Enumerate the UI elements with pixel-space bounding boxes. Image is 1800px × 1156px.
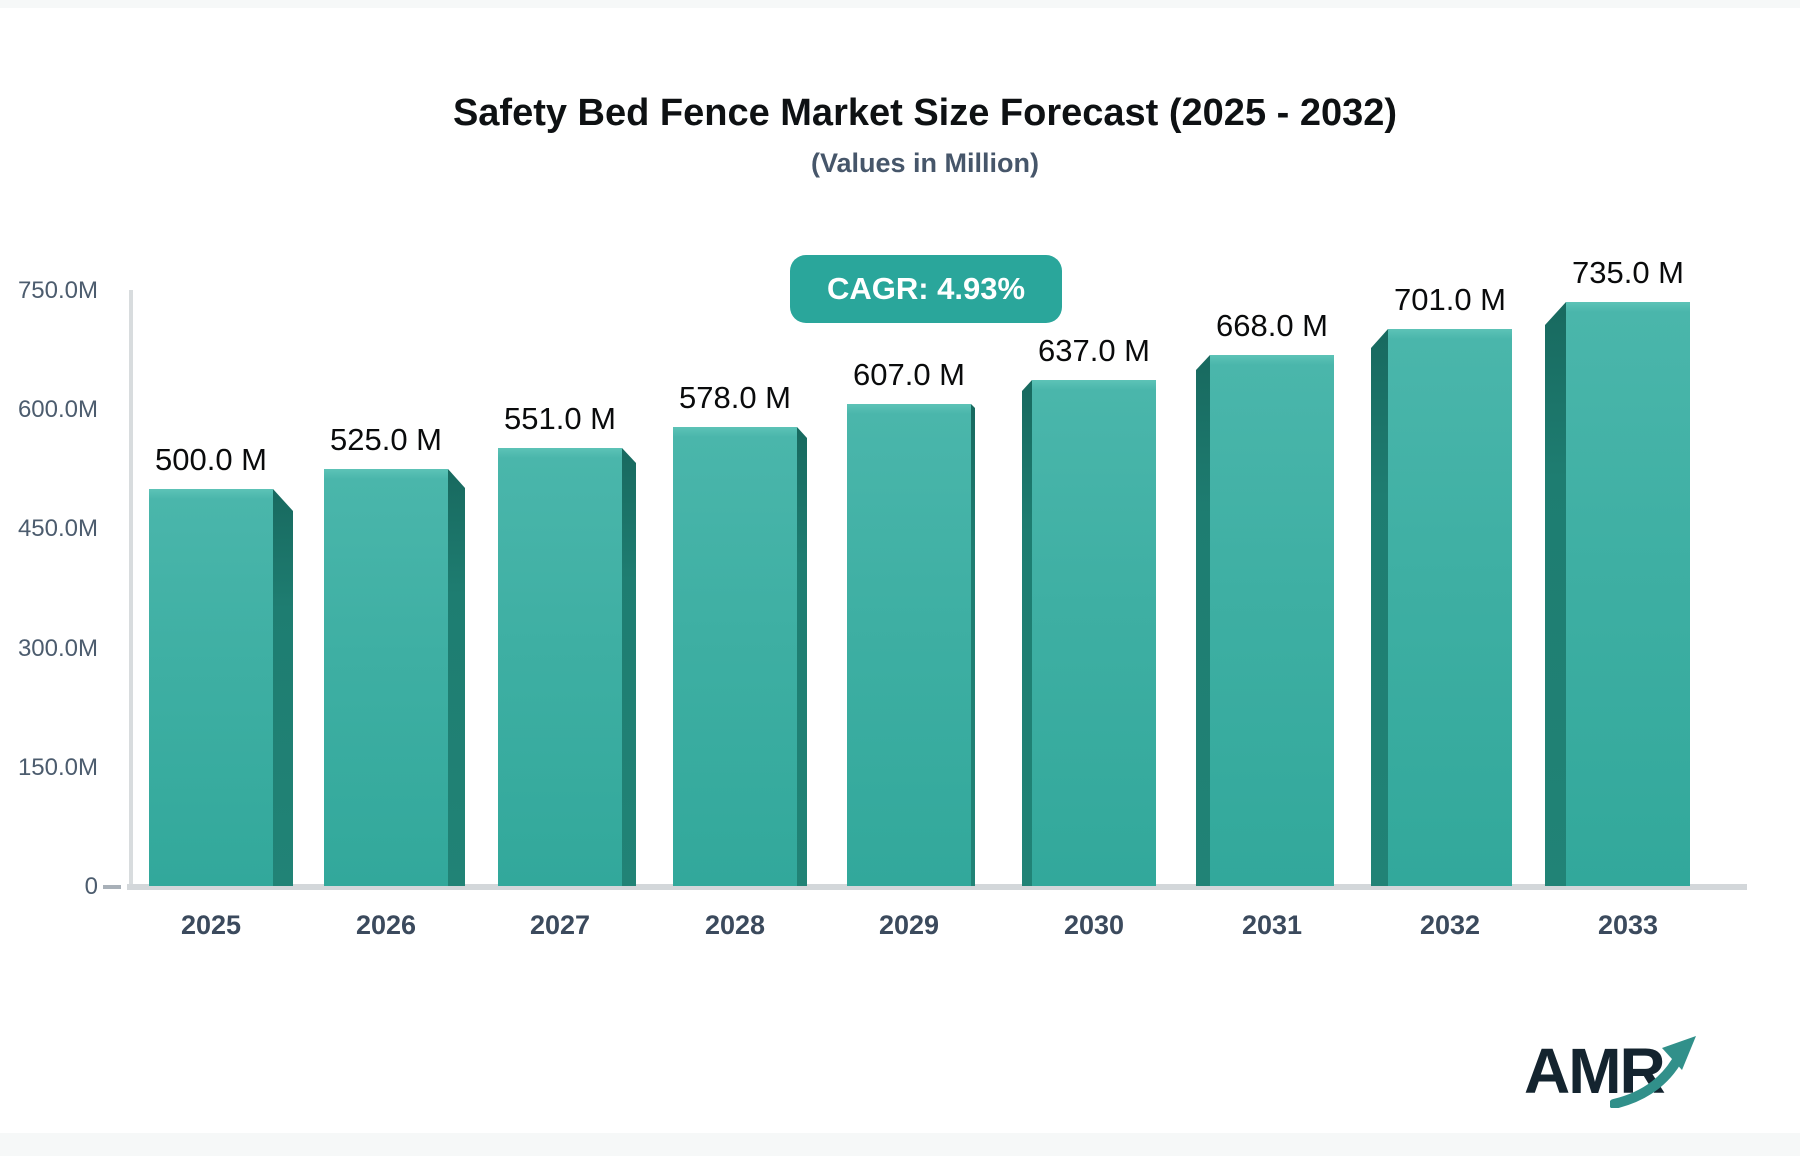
bar-value-label-2026: 525.0 M [329,422,443,457]
y-tick-label-450.0M: 450.0M [17,515,98,543]
y-tick-label-0: 0 [84,873,98,900]
bar-value-label-2033: 735.0 M [1571,255,1685,290]
bar-side-face-2025 [273,489,293,886]
bar-2026 [324,469,448,886]
bar-side-face-2026 [448,469,465,886]
cagr-badge: CAGR: 4.93% [790,255,1062,323]
x-tick-label-2030: 2030 [1063,910,1125,940]
bar-value-label-2025: 500.0 M [154,442,268,477]
y-tick-mark-zero [103,885,121,889]
x-tick-label-2026: 2026 [355,910,417,940]
chart-subtitle: (Values in Million) [810,148,1040,178]
bar-2029 [847,404,971,886]
growth-arrow-icon [1610,1036,1696,1108]
x-tick-label-2029: 2029 [878,910,940,940]
bar-side-face-2030 [1022,380,1032,886]
x-axis-line [127,884,1747,890]
y-tick-label-150.0M: 150.0M [17,753,98,781]
y-axis-line [129,290,133,888]
x-tick-label-2033: 2033 [1597,910,1659,940]
bar-value-label-2030: 637.0 M [1037,333,1151,368]
x-tick-label-2028: 2028 [704,910,766,940]
x-tick-label-2032: 2032 [1419,910,1481,940]
bar-2025 [149,489,273,886]
bar-value-label-2029: 607.0 M [852,357,966,392]
y-tick-label-600.0M: 600.0M [17,396,98,424]
bar-side-face-2031 [1196,355,1210,886]
bar-side-face-2028 [797,427,807,886]
bar-side-face-2029 [971,404,975,886]
bar-value-label-2028: 578.0 M [678,380,792,415]
y-tick-label-750.0M: 750.0M [17,277,98,304]
bar-value-label-2031: 668.0 M [1215,308,1329,343]
bar-2028 [673,427,797,886]
bar-2027 [498,448,622,886]
y-tick-label-300.0M: 300.0M [17,634,98,662]
bar-value-label-2027: 551.0 M [503,401,617,436]
chart-title: Safety Bed Fence Market Size Forecast (2… [452,92,1398,134]
bar-side-face-2027 [622,448,636,886]
bar-side-face-2032 [1371,329,1388,886]
x-tick-label-2025: 2025 [180,910,242,940]
x-tick-label-2027: 2027 [529,910,591,940]
bar-side-face-2033 [1545,302,1566,886]
bar-2031 [1210,355,1334,886]
bar-2032 [1388,329,1512,886]
bar-2033 [1566,302,1690,886]
bar-2030 [1032,380,1156,886]
amr-logo: AMR [1524,1034,1724,1124]
bar-value-label-2032: 701.0 M [1393,282,1507,317]
x-tick-label-2031: 2031 [1241,910,1303,940]
